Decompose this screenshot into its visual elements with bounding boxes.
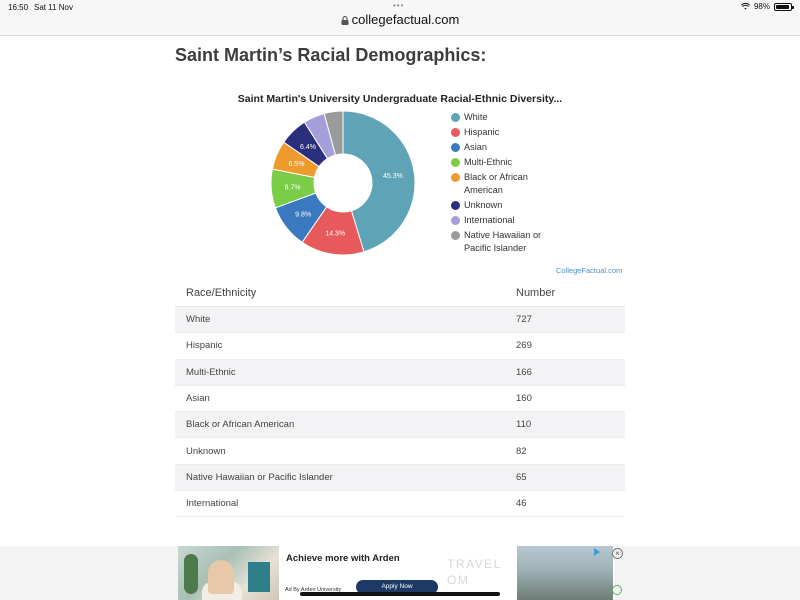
legend-label: Unknown: [464, 200, 503, 210]
ad-background-text-2: OM: [447, 573, 470, 587]
cell-number: 46: [516, 498, 527, 510]
status-date: Sat 11 Nov: [34, 3, 73, 12]
page-title: Saint Martin’s Racial Demographics:: [175, 45, 487, 65]
legend-swatch: [451, 128, 460, 137]
cell-race: Hispanic: [186, 340, 223, 352]
table-header: Race/Ethnicity Number: [175, 280, 625, 307]
cell-race: International: [186, 498, 239, 510]
pie-slice-white[interactable]: [342, 110, 416, 253]
legend-label: White: [464, 112, 488, 122]
pie-data-label: 6.4%: [300, 144, 316, 151]
ad-image-2[interactable]: [517, 546, 613, 600]
multitask-dots-icon[interactable]: •••: [393, 1, 405, 10]
ad-sponsor: Ad By Arden University: [285, 587, 342, 593]
home-indicator: [300, 592, 500, 596]
chart-credit-link[interactable]: CollegeFactual.com: [556, 266, 623, 275]
legend-item[interactable]: Hispanic: [451, 126, 561, 139]
pie-data-label: 6.5%: [288, 161, 304, 168]
ad-refresh-icon[interactable]: [612, 585, 622, 595]
cell-number: 110: [516, 419, 532, 431]
legend-item[interactable]: Native Hawaiian or Pacific Islander: [451, 229, 561, 255]
ad-info-icon[interactable]: [593, 548, 601, 556]
legend-swatch: [451, 158, 460, 167]
table-row: Black or African American 110: [175, 412, 625, 439]
legend-swatch: [451, 113, 460, 122]
legend-item[interactable]: White: [451, 111, 561, 124]
legend-item[interactable]: Unknown: [451, 199, 561, 212]
legend-item[interactable]: Black or African American: [451, 171, 561, 197]
legend-item[interactable]: Multi-Ethnic: [451, 156, 561, 169]
pie-data-label: 45.3%: [383, 173, 403, 180]
legend-label: Asian: [464, 142, 487, 152]
pie-data-label: 14.3%: [325, 230, 345, 237]
cell-number: 269: [516, 340, 532, 352]
apply-now-button[interactable]: Apply Now: [356, 580, 438, 594]
legend-swatch: [451, 143, 460, 152]
browser-top-bar: 16:50 Sat 11 Nov ••• 98% collegefactual.…: [0, 0, 800, 36]
cell-race: Unknown: [186, 445, 226, 457]
cell-number: 65: [516, 471, 527, 483]
cell-race: Asian: [186, 393, 210, 405]
url-bar[interactable]: collegefactual.com: [0, 12, 800, 27]
donut-chart: 45.3% 14.3% 9.8% 8.7% 6.5% 6.4%: [270, 110, 416, 256]
cell-race: Multi-Ethnic: [186, 366, 236, 378]
legend-swatch: [451, 216, 460, 225]
status-indicators: 98%: [740, 2, 794, 11]
ad-background-text: TRAVEL: [447, 557, 502, 571]
cell-number: 82: [516, 445, 527, 457]
ad-image[interactable]: [178, 546, 279, 600]
ad-headline[interactable]: Achieve more with Arden: [286, 553, 400, 564]
table-row: International 46: [175, 491, 625, 518]
chart-title: Saint Martin's University Undergraduate …: [237, 93, 563, 105]
legend-swatch: [451, 231, 460, 240]
legend-swatch: [451, 173, 460, 182]
table-row: Multi-Ethnic 166: [175, 359, 625, 386]
legend-label: Hispanic: [464, 127, 500, 137]
header-race: Race/Ethnicity: [186, 287, 257, 299]
legend-label: Multi-Ethnic: [464, 157, 512, 167]
table-row: White 727: [175, 307, 625, 334]
battery-percent: 98%: [753, 2, 770, 11]
status-time: 16:50: [8, 3, 29, 12]
cell-race: Native Hawaiian or Pacific Islander: [186, 471, 333, 483]
table-row: Asian 160: [175, 386, 625, 413]
header-number: Number: [516, 287, 556, 299]
table-row: Native Hawaiian or Pacific Islander 65: [175, 464, 625, 492]
legend-item[interactable]: International: [451, 214, 561, 227]
wifi-icon: [740, 3, 750, 10]
battery-icon: [774, 2, 794, 11]
cell-number: 166: [516, 366, 532, 378]
legend-label: International: [464, 215, 515, 225]
chart-legend: White Hispanic Asian Multi-Ethnic Black or A…: [451, 111, 561, 257]
cell-race: Black or African American: [186, 419, 295, 431]
cell-number: 727: [516, 314, 532, 326]
cell-number: 160: [516, 393, 532, 405]
legend-label: Native Hawaiian or Pacific Islander: [464, 230, 542, 253]
table-row: Hispanic 269: [175, 333, 625, 360]
lock-icon: [341, 16, 349, 25]
pie-data-label: 8.7%: [285, 184, 301, 191]
url-text[interactable]: collegefactual.com: [351, 12, 460, 27]
cell-race: White: [186, 314, 211, 326]
demographics-table: Race/Ethnicity Number White 727 Hispanic 26…: [175, 280, 625, 518]
pie-data-label: 9.8%: [295, 211, 311, 218]
ad-close-icon[interactable]: ×: [612, 548, 623, 559]
legend-swatch: [451, 201, 460, 210]
legend-item[interactable]: Asian: [451, 141, 561, 154]
table-row: Unknown 82: [175, 438, 625, 465]
pie-slice-native-hawaiian-or-pacific-islander[interactable]: [323, 110, 344, 156]
legend-label: Black or African American: [464, 172, 528, 195]
